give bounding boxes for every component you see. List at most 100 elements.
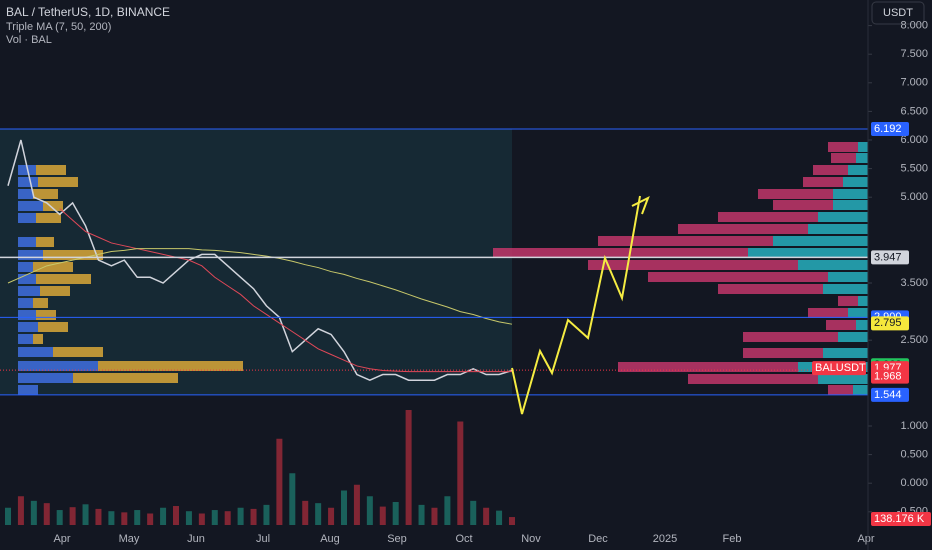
profile-bar xyxy=(36,274,91,284)
volume-bar xyxy=(43,503,50,525)
x-tick-label: Nov xyxy=(521,533,541,545)
price-tag xyxy=(871,250,909,265)
volume-bar xyxy=(211,510,218,525)
profile-bar xyxy=(858,142,868,152)
profile-bar xyxy=(18,298,33,308)
profile-bar xyxy=(36,165,66,175)
volume-bar xyxy=(470,500,477,525)
price-tag xyxy=(871,369,909,384)
x-tick-label: Apr xyxy=(857,533,874,545)
volume-bar xyxy=(366,496,373,525)
y-tick-label: 8.000 xyxy=(900,20,928,32)
profile-bar xyxy=(828,272,868,282)
price-tag-label: 3.947 xyxy=(874,251,902,263)
profile-bar xyxy=(18,361,98,371)
profile-bar xyxy=(856,153,868,163)
profile-bar xyxy=(758,189,833,199)
x-tick-label: Apr xyxy=(53,533,70,545)
profile-bar xyxy=(36,237,54,247)
profile-bar xyxy=(38,177,78,187)
y-tick-label: 2.500 xyxy=(900,334,928,346)
volume-bar xyxy=(185,511,192,525)
profile-bar xyxy=(858,296,868,306)
volume-bar xyxy=(147,513,154,525)
profile-bar xyxy=(18,373,73,383)
volume-tag-label: 138.176 K xyxy=(874,513,925,525)
profile-bar xyxy=(18,322,38,332)
x-tick-label: Feb xyxy=(723,533,742,545)
profile-bar xyxy=(18,177,38,187)
y-tick-label: 5.000 xyxy=(900,191,928,203)
y-tick-label: 0.000 xyxy=(900,477,928,489)
volume-bar xyxy=(237,507,244,525)
x-tick-label: Aug xyxy=(320,533,340,545)
profile-bar xyxy=(856,320,868,330)
profile-bar xyxy=(808,224,868,234)
profile-bar xyxy=(826,320,856,330)
volume-tag xyxy=(871,512,931,526)
volume-bar xyxy=(457,421,464,525)
currency-button[interactable] xyxy=(871,1,925,25)
profile-bar xyxy=(36,310,56,320)
profile-bar xyxy=(38,322,68,332)
price-line xyxy=(7,139,513,382)
volume-bar xyxy=(160,507,167,525)
price-tag-label: 1.544 xyxy=(874,389,902,401)
profile-bar xyxy=(848,165,868,175)
price-line xyxy=(7,248,513,325)
profile-bar xyxy=(18,385,38,395)
volume-bar xyxy=(418,504,425,525)
profile-bar xyxy=(18,274,36,284)
profile-bar xyxy=(748,248,868,258)
volume-bar xyxy=(134,510,141,525)
price-tag xyxy=(871,387,909,402)
profile-bar xyxy=(18,237,36,247)
profile-bar xyxy=(718,284,823,294)
profile-bar xyxy=(853,385,868,395)
profile-bar xyxy=(803,177,843,187)
profile-bar xyxy=(798,260,868,270)
profile-bar xyxy=(828,142,858,152)
symbol-tag xyxy=(812,361,866,376)
projection-arrow xyxy=(631,195,650,215)
profile-bar xyxy=(838,332,868,342)
y-tick-label: 6.500 xyxy=(900,105,928,117)
volume-label: Vol · BAL xyxy=(6,34,52,46)
profile-bar xyxy=(43,250,103,260)
profile-bar xyxy=(18,250,43,260)
y-tick-label: 1.000 xyxy=(900,420,928,432)
volume-bar xyxy=(379,506,386,525)
volume-bar xyxy=(5,507,11,525)
volume-bar xyxy=(405,410,412,525)
profile-bar xyxy=(18,310,36,320)
price-tag-label: 6.192 xyxy=(874,123,902,135)
profile-bar xyxy=(808,308,848,318)
x-tick-label: 2025 xyxy=(653,533,677,545)
profile-bar xyxy=(40,286,70,296)
x-tick-label: May xyxy=(119,533,140,545)
profile-bar xyxy=(493,248,748,258)
profile-bar xyxy=(43,201,63,211)
profile-bar xyxy=(823,284,868,294)
profile-bar xyxy=(648,272,828,282)
x-tick-label: Dec xyxy=(588,533,608,545)
y-tick-label: 3.500 xyxy=(900,277,928,289)
volume-bar xyxy=(69,507,76,525)
price-line xyxy=(59,208,512,373)
currency[interactable]: USDT xyxy=(883,7,913,19)
volume-bar xyxy=(263,504,270,525)
y-tick-label: 0.500 xyxy=(900,449,928,461)
profile-bar xyxy=(838,296,858,306)
profile-bar xyxy=(833,189,868,199)
profile-bar xyxy=(18,213,36,223)
y-tick-label: 5.500 xyxy=(900,163,928,175)
profile-bar xyxy=(831,153,856,163)
y-tick-label: 6.000 xyxy=(900,134,928,146)
volume-bar xyxy=(198,513,205,525)
price-tag-label: 1.968 xyxy=(874,371,902,383)
y-tick-label: 7.000 xyxy=(900,77,928,89)
volume-bar xyxy=(509,517,515,525)
profile-bar xyxy=(18,201,43,211)
x-tick-label: Jun xyxy=(187,533,205,545)
